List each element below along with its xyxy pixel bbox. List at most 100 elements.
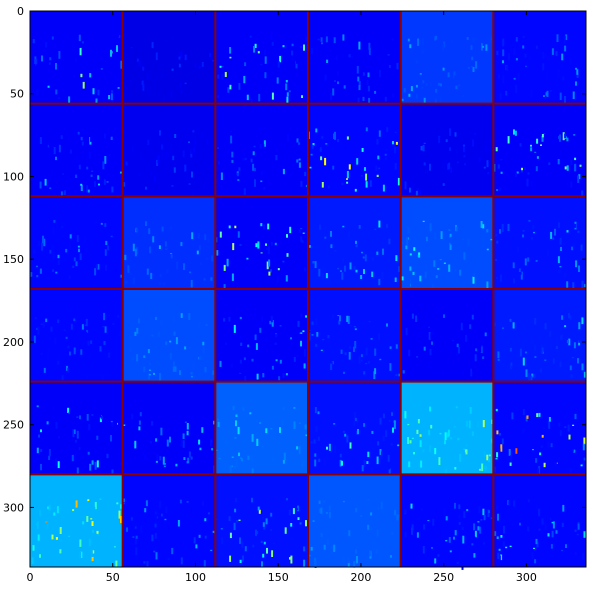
activation-speck [362, 96, 365, 101]
activation-speck [285, 373, 288, 376]
activation-speck [166, 525, 169, 532]
activation-speck [490, 317, 493, 321]
activation-speck [434, 98, 437, 106]
activation-speck [384, 153, 387, 156]
activation-speck [135, 227, 138, 229]
activation-speck [334, 250, 337, 252]
activation-speck [427, 520, 430, 522]
activation-speck [536, 542, 539, 548]
activation-speck [559, 360, 562, 362]
activation-speck [333, 423, 336, 425]
activation-speck [410, 277, 413, 284]
activation-speck [142, 84, 145, 91]
activation-speck [529, 56, 532, 60]
activation-speck [277, 268, 280, 271]
activation-speck [320, 507, 323, 514]
activation-speck [507, 500, 509, 506]
activation-speck [265, 518, 268, 525]
activation-speck [101, 315, 104, 319]
activation-speck [477, 421, 480, 427]
activation-speck [544, 323, 547, 330]
activation-speck [104, 326, 107, 333]
activation-speck [36, 447, 39, 454]
activation-speck [146, 410, 149, 418]
activation-speck [251, 497, 253, 503]
activation-speck [184, 346, 187, 350]
activation-speck [401, 40, 403, 44]
activation-speck [265, 336, 268, 343]
activation-speck [55, 221, 58, 228]
activation-speck [236, 520, 239, 523]
activation-speck [172, 155, 175, 161]
activation-speck [100, 316, 103, 320]
activation-speck [190, 375, 193, 378]
activation-speck [110, 235, 113, 238]
activation-speck [55, 89, 58, 95]
activation-speck [66, 34, 69, 39]
activation-speck [559, 237, 562, 245]
activation-speck [551, 48, 554, 55]
activation-speck [502, 75, 505, 84]
activation-speck [550, 231, 553, 239]
activation-speck [522, 36, 525, 38]
activation-speck [472, 66, 475, 72]
activation-speck [57, 319, 60, 323]
activation-speck [462, 95, 465, 97]
activation-speck [530, 181, 533, 187]
activation-speck [44, 413, 47, 418]
activation-speck [469, 407, 472, 414]
activation-speck [42, 147, 45, 154]
activation-speck [59, 527, 62, 534]
activation-speck [184, 82, 187, 85]
activation-speck [367, 498, 370, 501]
activation-speck [573, 134, 576, 136]
activation-speck [417, 313, 420, 315]
activation-speck [113, 58, 116, 67]
activation-speck [346, 178, 348, 180]
activation-speck [286, 96, 289, 105]
activation-speck [123, 361, 126, 365]
activation-speck [539, 452, 542, 456]
feature-map-tile [308, 11, 401, 105]
activation-speck [315, 318, 318, 325]
activation-speck [401, 98, 404, 102]
activation-speck [363, 423, 366, 427]
activation-speck [300, 181, 303, 187]
activation-speck [261, 141, 264, 144]
activation-speck [355, 549, 358, 554]
activation-speck [260, 180, 263, 183]
activation-speck [500, 554, 503, 561]
activation-speck [465, 444, 468, 447]
activation-speck [559, 134, 561, 142]
activation-speck [68, 96, 71, 104]
activation-speck [61, 235, 64, 239]
activation-speck [289, 226, 292, 234]
activation-speck [263, 541, 266, 545]
x-tick-label: 0 [27, 571, 34, 584]
activation-speck [152, 328, 155, 330]
activation-speck [206, 258, 209, 260]
activation-speck [559, 266, 562, 268]
activation-speck [219, 65, 222, 68]
activation-speck [173, 167, 176, 173]
activation-speck [178, 63, 181, 68]
activation-speck [401, 276, 404, 281]
feature-map-tile [122, 289, 216, 382]
activation-speck [345, 251, 348, 254]
activation-speck [141, 76, 144, 80]
activation-speck [392, 141, 394, 145]
activation-speck [498, 74, 500, 79]
activation-speck [92, 88, 95, 95]
activation-speck [174, 233, 177, 238]
activation-speck [314, 187, 317, 189]
activation-speck [193, 147, 196, 153]
activation-speck [562, 76, 565, 81]
activation-speck [469, 356, 472, 360]
activation-speck [376, 138, 379, 145]
activation-speck [583, 531, 586, 538]
activation-speck [422, 461, 425, 467]
activation-speck [568, 313, 570, 319]
activation-speck [508, 449, 511, 456]
activation-speck [480, 519, 483, 521]
activation-speck [43, 367, 46, 373]
